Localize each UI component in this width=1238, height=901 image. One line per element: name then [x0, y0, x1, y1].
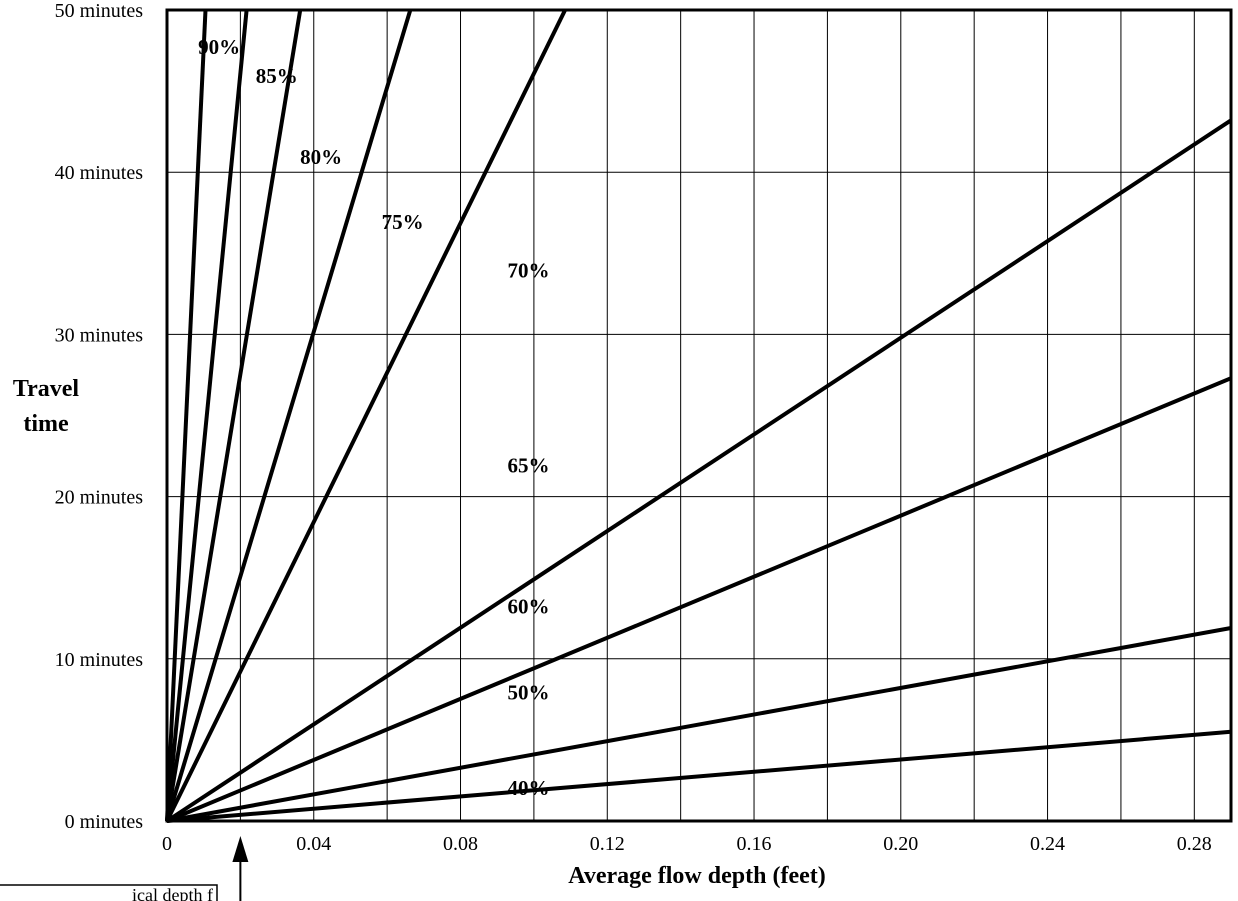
y-tick-label: 30 minutes	[55, 324, 144, 346]
y-axis-title-line1: Travel	[13, 376, 80, 402]
annotation-box	[0, 884, 218, 901]
x-tick-label: 0	[162, 833, 172, 855]
series-line-75-percent	[165, 9, 413, 822]
y-tick-label: 0 minutes	[65, 811, 144, 833]
series-label-60-percent: 60%	[507, 594, 549, 618]
series-label-90-percent: 90%	[198, 35, 240, 59]
series-label-70-percent: 70%	[507, 259, 549, 283]
x-tick-label: 0.28	[1177, 833, 1212, 855]
x-tick-label: 0.12	[590, 833, 625, 855]
y-tick-label: 50 minutes	[55, 0, 144, 22]
series-line-40-percent	[166, 729, 1232, 823]
series-line-60-percent	[166, 376, 1232, 823]
y-tick-labels: 0 minutes 10 minutes 20 minutes 30 minutes 4…	[55, 0, 144, 833]
series-line-80-percent	[165, 9, 303, 822]
series-line-65-percent	[165, 118, 1233, 823]
series-lines	[165, 9, 1233, 823]
y-tick-label: 10 minutes	[55, 649, 144, 671]
y-axis-title-line2: time	[23, 411, 69, 437]
series-label-85-percent: 85%	[256, 64, 298, 88]
series-line-70-percent	[165, 9, 567, 822]
series-line-85-percent	[165, 9, 249, 822]
series-line-90-percent	[165, 9, 208, 822]
series-labels: 90% 85% 80% 75% 70% 65% 60% 50% 40%	[198, 35, 549, 800]
x-axis-title: Average flow depth (feet)	[568, 863, 825, 889]
y-tick-label: 20 minutes	[55, 487, 144, 509]
x-tick-label: 0.04	[296, 833, 331, 855]
series-label-80-percent: 80%	[300, 145, 342, 169]
series-label-50-percent: 50%	[507, 680, 549, 704]
x-tick-label: 0.08	[443, 833, 478, 855]
x-tick-labels: 0 0.04 0.08 0.12 0.16 0.20 0.24 0.28	[162, 833, 1212, 855]
grid-lines	[167, 10, 1231, 821]
series-label-75-percent: 75%	[382, 210, 424, 234]
y-tick-label: 40 minutes	[55, 162, 144, 184]
series-label-65-percent: 65%	[507, 453, 549, 477]
annotation-callout: ical depth f	[0, 836, 249, 901]
series-line-50-percent	[166, 626, 1232, 823]
x-tick-label: 0.24	[1030, 833, 1065, 855]
annotation-arrow-head	[232, 836, 249, 862]
series-label-40-percent: 40%	[507, 776, 549, 800]
x-tick-label: 0.16	[737, 833, 772, 855]
plot-frame	[165, 8, 1233, 823]
annotation-text: ical depth f	[132, 885, 213, 901]
x-tick-label: 0.20	[883, 833, 918, 855]
